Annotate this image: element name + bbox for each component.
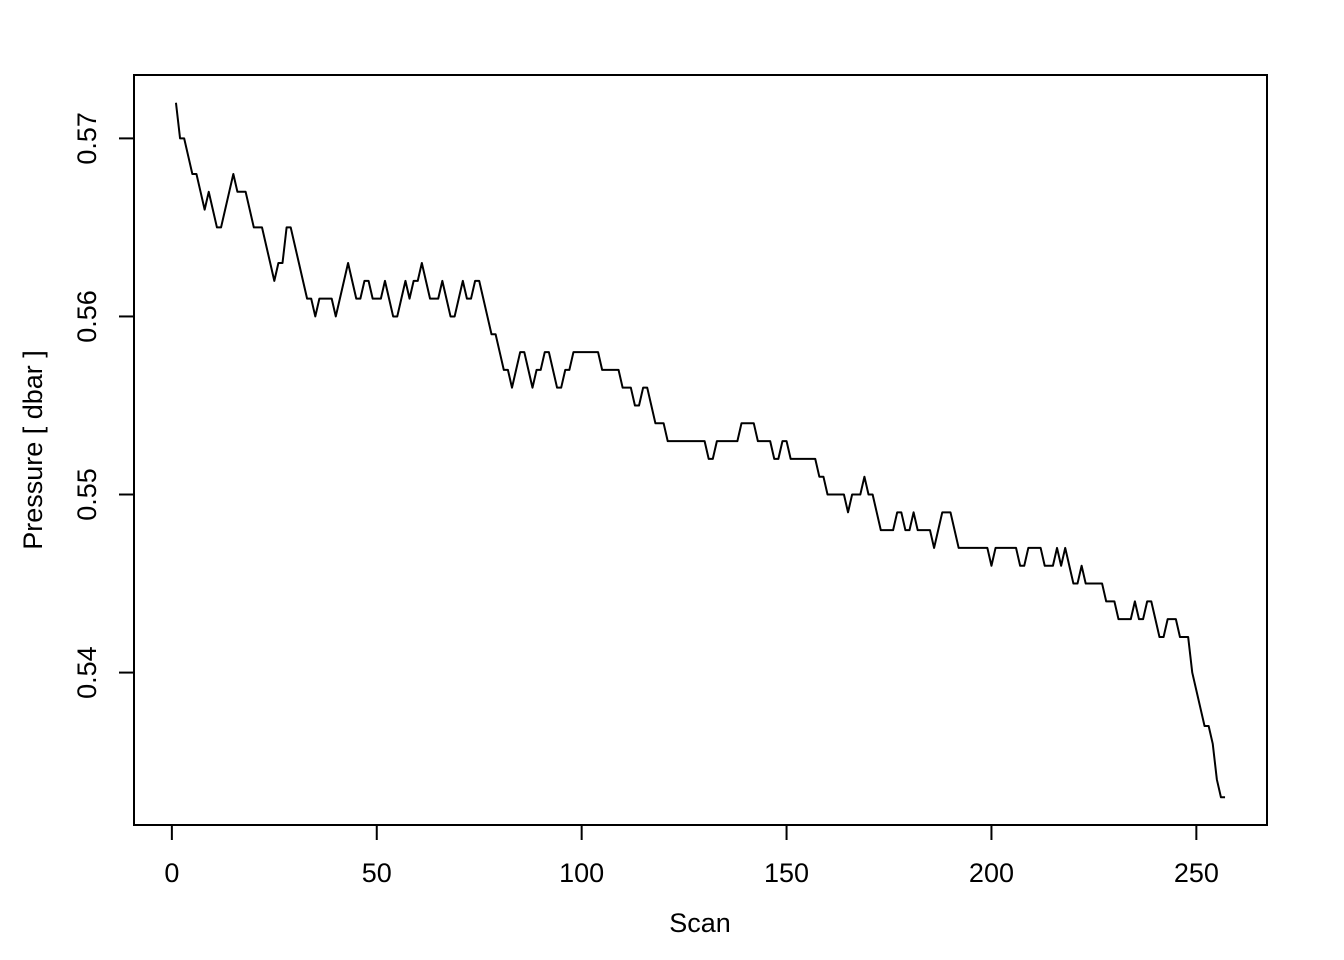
y-tick-label: 0.56 — [72, 290, 102, 343]
y-tick-label: 0.57 — [72, 112, 102, 165]
x-tick-label: 150 — [764, 858, 809, 888]
y-tick-label: 0.55 — [72, 468, 102, 521]
y-tick-label: 0.54 — [72, 646, 102, 699]
x-tick-label: 100 — [559, 858, 604, 888]
x-tick-label: 50 — [362, 858, 392, 888]
data-line — [174, 102, 1226, 799]
plot-frame — [133, 74, 1268, 826]
y-axis-title: Pressure [ dbar ] — [18, 350, 48, 550]
x-tick-label: 0 — [164, 858, 179, 888]
x-tick-label: 200 — [969, 858, 1014, 888]
x-tick-label: 250 — [1174, 858, 1219, 888]
x-axis-title: Scan — [669, 908, 731, 938]
